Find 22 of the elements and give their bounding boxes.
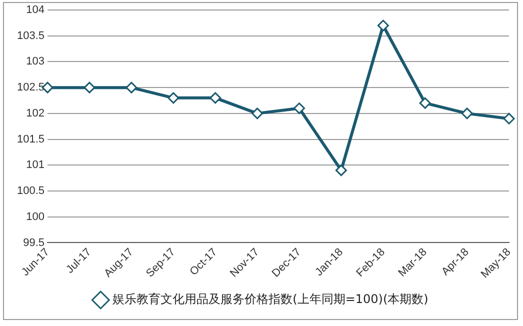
y-tick-label: 102 bbox=[26, 107, 45, 120]
point bbox=[168, 92, 180, 104]
y-tick-label: 102.5 bbox=[16, 82, 45, 94]
y-tick-label: 103.5 bbox=[16, 30, 45, 42]
point bbox=[419, 97, 431, 109]
y-tick-label: 103 bbox=[26, 56, 45, 68]
legend-label: 娱乐教育文化用品及服务价格指数(上年同期=100)(本期数) bbox=[112, 292, 428, 306]
point bbox=[293, 102, 305, 114]
y-tick-label: 101.5 bbox=[16, 133, 45, 146]
y-tick-label: 100 bbox=[26, 210, 45, 223]
point bbox=[461, 108, 473, 120]
point bbox=[377, 20, 389, 32]
point bbox=[335, 164, 347, 176]
point bbox=[84, 82, 96, 94]
point bbox=[126, 82, 138, 94]
y-tick-label: 99.5 bbox=[23, 236, 45, 249]
point bbox=[210, 92, 222, 104]
y-tick-label: 100.5 bbox=[16, 185, 45, 198]
point bbox=[252, 108, 264, 120]
y-tick-label: 104 bbox=[26, 4, 45, 16]
point bbox=[503, 112, 515, 124]
y-tick-label: 101 bbox=[26, 159, 45, 172]
